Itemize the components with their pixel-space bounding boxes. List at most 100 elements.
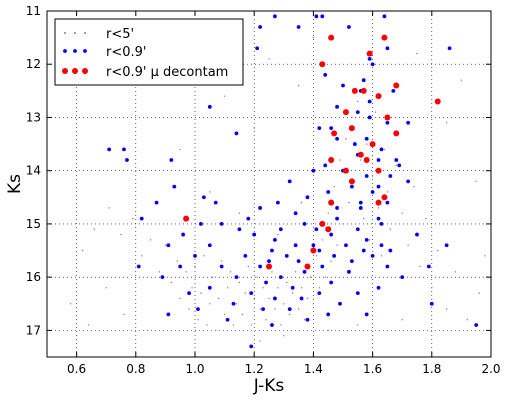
point-s1-3 [382,14,387,19]
point-s1-79 [364,237,369,242]
legend-marker-blue [63,49,87,53]
x-axis-label: J-Ks [253,376,285,396]
point-s2-29 [304,263,311,270]
point-s0-87 [425,217,427,220]
point-s1-54 [305,195,310,200]
point-s1-24 [317,126,322,131]
point-s0-11 [179,297,181,300]
axis-ticks [47,10,492,357]
point-s1-124 [261,307,265,311]
point-s0-66 [345,138,347,140]
point-s1-87 [317,248,322,253]
point-s0-16 [197,319,199,321]
point-s0-88 [431,287,433,289]
x-tick-label-0: 0.6 [67,362,86,376]
point-s2-12 [331,130,338,137]
point-s1-13 [323,72,328,77]
point-s2-1 [381,34,388,41]
point-s0-97 [123,313,125,316]
point-s0-48 [291,292,294,294]
point-s0-3 [120,233,122,236]
point-s0-75 [371,175,374,177]
x-tick-label-2: 1.0 [185,362,204,376]
plot-frame [46,10,492,358]
point-s0-35 [253,297,255,300]
point-s0-93 [478,292,480,294]
point-s0-50 [297,308,300,310]
point-s2-23 [381,194,388,201]
point-s1-111 [329,280,334,285]
point-s1-31 [379,147,384,152]
point-s1-135 [444,243,449,248]
point-s1-75 [181,232,186,237]
y-tick-label-4: 15 [26,217,41,231]
point-s0-62 [333,185,335,188]
point-s0-85 [413,185,415,188]
point-s1-77 [329,232,334,237]
y-tick-label-1: 12 [26,57,41,71]
point-s1-84 [344,243,348,248]
point-s2-28 [266,263,272,270]
legend-entry-r-lt-5-arcmin: r<5' [64,27,134,42]
point-s0-63 [336,244,338,246]
point-s2-2 [366,50,373,57]
point-s0-4 [132,217,134,220]
point-s1-96 [349,259,354,264]
point-s1-9 [447,46,452,51]
point-s1-38 [397,163,402,168]
point-s0-44 [280,324,282,326]
point-s0-31 [241,313,244,316]
y-axis-label: Ks [5,174,25,194]
point-s1-49 [406,179,411,184]
point-s0-42 [274,308,276,310]
point-s1-50 [326,190,331,194]
point-s0-67 [348,201,350,204]
point-s1-19 [335,104,339,109]
point-s1-64 [246,216,251,221]
point-s0-45 [283,303,285,305]
point-s1-1 [314,14,319,19]
point-s0-81 [389,228,392,230]
point-s0-102 [357,324,359,326]
point-s1-7 [255,46,260,51]
point-s0-28 [232,324,235,326]
point-s1-76 [252,232,257,237]
legend-dot-0-0 [64,32,66,34]
point-s1-95 [296,259,301,264]
legend-label-r-lt-0.9-arcmin: r<0.9' [106,45,147,60]
point-s0-65 [342,223,344,225]
point-s1-40 [169,158,174,162]
x-tick-label-7: 2.0 [481,362,500,376]
point-s0-73 [365,143,368,145]
point-s0-56 [315,255,318,257]
point-s1-122 [338,301,342,306]
point-s1-27 [406,120,411,125]
point-s1-102 [136,264,141,269]
series-r-lt-0.9-arcmin [107,14,479,349]
x-tick-label-1: 0.8 [126,362,145,376]
point-s2-27 [310,247,317,254]
point-s1-47 [172,184,177,189]
point-s0-5 [141,255,143,257]
point-s0-0 [81,249,84,252]
point-s1-37 [323,163,328,168]
point-s1-28 [364,136,369,141]
point-s0-100 [283,335,285,337]
point-s1-91 [284,253,289,258]
legend-dot-1-0 [63,49,67,53]
point-s0-83 [401,212,403,214]
point-s1-131 [270,323,274,327]
point-s2-11 [348,125,355,132]
point-s0-86 [419,265,421,268]
point-s0-106 [223,95,226,97]
point-s1-0 [273,14,277,19]
point-s0-18 [203,255,205,257]
legend-marker-red [62,68,88,74]
point-s1-104 [302,269,307,274]
point-s0-117 [277,233,279,236]
point-s0-94 [69,303,72,305]
point-s2-16 [328,157,335,164]
point-s1-97 [178,264,183,269]
y-tick-label-6: 17 [26,323,41,337]
